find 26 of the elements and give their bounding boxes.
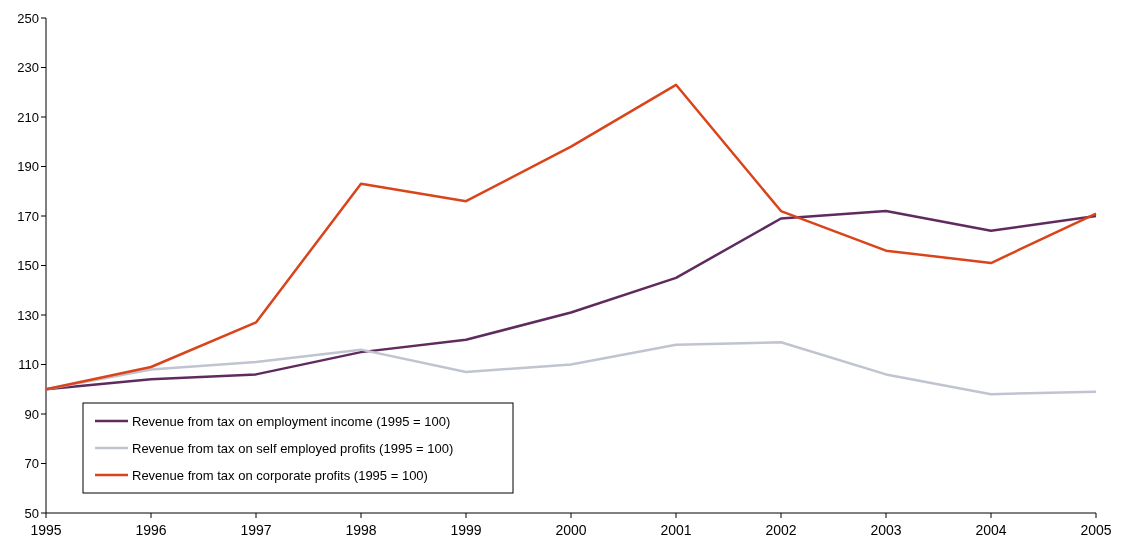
x-tick-label: 2005 [1080,522,1112,538]
y-tick-label: 110 [18,357,39,373]
x-tick-label: 2000 [555,522,587,538]
x-tick-label: 2002 [765,522,797,538]
x-tick-label: 2004 [975,522,1007,538]
x-tick-label: 2001 [660,522,692,538]
legend-label: Revenue from tax on self employed profits (1995 = 100) [132,440,454,456]
y-tick-label: 50 [24,505,39,521]
line-series [44,83,1098,391]
y-tick-label: 250 [17,10,39,26]
legend-label: Revenue from tax on corporate profits (1995 = 100) [132,467,428,483]
x-tick-label: 2003 [870,522,902,538]
x-tick-label: 1999 [450,522,482,538]
y-tick-label: 190 [17,159,39,175]
x-tick-label: 1995 [30,522,62,538]
y-tick-label: 170 [17,208,39,224]
y-tick-label: 90 [24,406,39,422]
y-tick-label: 210 [17,109,39,125]
y-tick-label: 230 [17,60,39,76]
y-tick-label: 130 [17,307,39,323]
y-tick-label: 70 [24,456,39,472]
x-tick-label: 1998 [345,522,377,538]
y-tick-label: 150 [17,258,39,274]
x-tick-label: 1996 [135,522,167,538]
x-tick-label: 1997 [240,522,272,538]
legend-label: Revenue from tax on employment income (1995 = 100) [132,413,451,429]
